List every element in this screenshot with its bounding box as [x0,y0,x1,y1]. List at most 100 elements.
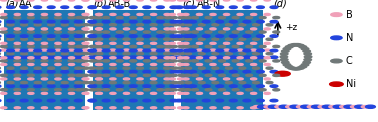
Circle shape [264,13,270,15]
Circle shape [243,20,251,23]
Circle shape [243,70,251,73]
Circle shape [344,105,354,108]
Circle shape [243,49,251,52]
Circle shape [185,53,192,55]
Circle shape [184,31,191,33]
Circle shape [270,20,278,23]
Circle shape [61,35,69,37]
Circle shape [331,59,342,63]
Circle shape [82,24,89,26]
Circle shape [123,53,130,55]
Circle shape [68,78,74,80]
Circle shape [253,24,259,26]
Circle shape [61,81,68,84]
Circle shape [178,63,184,66]
Circle shape [95,16,102,19]
Circle shape [270,49,278,52]
Circle shape [116,85,124,87]
Circle shape [82,49,88,51]
Circle shape [157,74,164,76]
Circle shape [137,63,143,66]
Circle shape [143,45,150,48]
Circle shape [54,89,61,91]
Circle shape [34,81,41,84]
Circle shape [20,70,28,73]
Circle shape [137,13,143,15]
Circle shape [143,20,151,23]
Circle shape [178,60,185,62]
Circle shape [82,45,88,48]
Circle shape [83,107,89,109]
Circle shape [68,45,75,48]
Circle shape [137,107,143,109]
Circle shape [20,99,28,102]
Circle shape [7,6,14,9]
Circle shape [137,92,143,94]
Circle shape [205,45,212,48]
Circle shape [170,74,177,76]
Circle shape [232,74,239,76]
Circle shape [129,6,137,9]
Circle shape [156,85,164,87]
Text: AB-B: AB-B [108,0,131,9]
Circle shape [96,63,102,66]
Circle shape [47,6,55,9]
Circle shape [61,67,68,69]
Circle shape [229,85,237,87]
Circle shape [1,92,7,94]
Circle shape [184,45,191,48]
Circle shape [143,56,151,59]
Circle shape [157,89,164,91]
Circle shape [89,85,96,87]
Circle shape [178,13,184,15]
Circle shape [123,24,130,26]
Circle shape [189,35,197,37]
Circle shape [83,57,89,59]
Circle shape [137,57,143,59]
Circle shape [210,63,216,66]
Circle shape [189,56,197,59]
Circle shape [223,0,229,1]
Circle shape [83,0,89,1]
Circle shape [34,99,42,102]
Circle shape [192,16,198,19]
Circle shape [216,6,224,9]
Circle shape [55,13,61,15]
Circle shape [123,67,130,69]
Circle shape [20,35,28,37]
Circle shape [164,42,170,44]
Circle shape [264,107,270,109]
Circle shape [223,107,229,109]
Circle shape [229,56,237,59]
Circle shape [82,89,88,91]
Circle shape [96,49,102,51]
Circle shape [89,99,96,102]
Circle shape [123,28,130,30]
Circle shape [75,24,82,26]
Circle shape [89,20,96,23]
Circle shape [14,0,20,1]
Circle shape [175,99,183,102]
Circle shape [178,92,184,94]
Circle shape [280,53,288,55]
Circle shape [96,57,102,59]
Circle shape [183,78,189,80]
Circle shape [164,67,170,69]
Circle shape [251,78,257,80]
Text: C: C [346,56,353,66]
Circle shape [175,70,183,73]
Circle shape [61,70,69,73]
Circle shape [47,99,55,102]
Circle shape [202,49,210,52]
Text: (d): (d) [273,0,287,9]
Circle shape [7,20,14,23]
Circle shape [150,63,156,66]
Circle shape [34,85,42,87]
Circle shape [184,6,191,9]
Circle shape [169,57,175,59]
Circle shape [184,74,191,76]
Circle shape [243,85,251,87]
Circle shape [28,16,34,19]
Circle shape [48,53,54,55]
Circle shape [14,89,21,91]
